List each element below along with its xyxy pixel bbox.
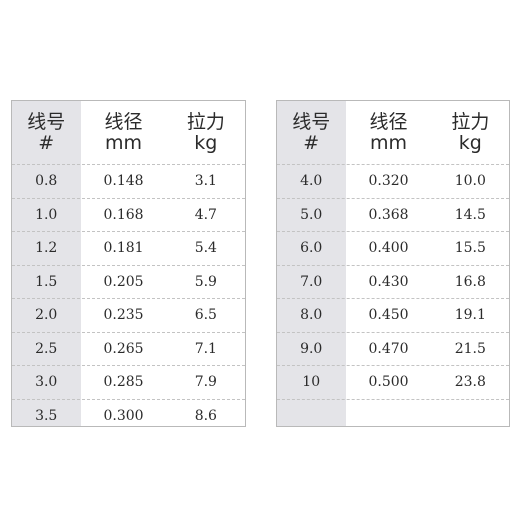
tension-cell: 15.5 <box>454 240 486 257</box>
tension-cell: 5.4 <box>194 240 217 257</box>
line-number-cell: 0.8 <box>35 173 58 190</box>
diameter-cell: 0.368 <box>368 206 409 223</box>
tension-cell: 23.8 <box>454 374 486 391</box>
tension-cell: 6.5 <box>194 307 217 324</box>
diameter-cell: 0.181 <box>103 240 144 257</box>
table-row: 3.5 0.300 8.6 <box>12 400 245 434</box>
table-row: 5.0 0.368 14.5 <box>277 199 509 232</box>
header-diameter: 线径 mm <box>80 110 166 154</box>
line-number-cell: 7.0 <box>300 273 323 290</box>
table-row: 8.0 0.450 19.1 <box>277 299 509 333</box>
header-tension-label: 拉力 <box>186 110 225 133</box>
tension-cell: 7.9 <box>194 374 217 391</box>
diameter-cell: 0.285 <box>103 374 144 391</box>
header-tension-label: 拉力 <box>451 110 490 133</box>
header-diameter-label: 线径 <box>104 110 143 133</box>
table-row: 7.0 0.430 16.8 <box>277 266 509 299</box>
table-row <box>277 400 509 434</box>
tension-cell: 4.7 <box>194 206 217 223</box>
diameter-cell: 0.300 <box>103 408 144 425</box>
line-number-cell: 2.5 <box>35 340 58 357</box>
diameter-cell: 0.265 <box>103 340 144 357</box>
diameter-cell: 0.168 <box>103 206 144 223</box>
table-row: 1.0 0.168 4.7 <box>12 199 245 232</box>
diameter-cell: 0.500 <box>368 374 409 391</box>
line-number-cell: 2.0 <box>35 307 58 324</box>
table-row: 9.0 0.470 21.5 <box>277 333 509 366</box>
table-row: 6.0 0.400 15.5 <box>277 232 509 266</box>
header-line-number-label: 线号 <box>27 110 66 133</box>
diameter-cell: 0.148 <box>103 173 144 190</box>
tension-cell: 21.5 <box>454 340 486 357</box>
line-number-cell: 8.0 <box>300 307 323 324</box>
header-tension-unit: kg <box>194 131 218 154</box>
header-line-number: 线号 # <box>12 110 80 154</box>
table-row: 10 0.500 23.8 <box>277 366 509 400</box>
line-number-cell: 9.0 <box>300 340 323 357</box>
header-diameter-label: 线径 <box>369 110 408 133</box>
diameter-cell: 0.470 <box>368 340 409 357</box>
line-number-cell: 10 <box>302 374 321 391</box>
diameter-cell: 0.430 <box>368 273 409 290</box>
table-row: 4.0 0.320 10.0 <box>277 165 509 199</box>
header-tension: 拉力 kg <box>167 110 245 154</box>
tension-cell: 10.0 <box>454 173 486 190</box>
line-number-cell: 5.0 <box>300 206 323 223</box>
spec-table-right: 线号 # 线径 mm 拉力 kg 4.0 0.320 10.0 5.0 0.368 14.… <box>276 100 510 427</box>
line-number-cell: 1.0 <box>35 206 58 223</box>
tension-cell: 16.8 <box>454 273 486 290</box>
diameter-cell: 0.205 <box>103 273 144 290</box>
diameter-cell: 0.235 <box>103 307 144 324</box>
tension-cell: 14.5 <box>454 206 486 223</box>
tension-cell: 3.1 <box>194 173 217 190</box>
table-row: 0.8 0.148 3.1 <box>12 165 245 199</box>
table-row: 1.5 0.205 5.9 <box>12 266 245 299</box>
tension-cell: 8.6 <box>194 408 217 425</box>
header-line-number-label: 线号 <box>292 110 331 133</box>
diameter-cell: 0.400 <box>368 240 409 257</box>
line-number-cell: 6.0 <box>300 240 323 257</box>
header-diameter-unit: mm <box>105 131 143 154</box>
table-header-row: 线号 # 线径 mm 拉力 kg <box>277 101 509 165</box>
header-tension: 拉力 kg <box>432 110 509 154</box>
table-row: 1.2 0.181 5.4 <box>12 232 245 266</box>
spec-table-left: 线号 # 线径 mm 拉力 kg 0.8 0.148 3.1 1.0 0.168 4.7 1… <box>11 100 246 427</box>
header-diameter-unit: mm <box>370 131 408 154</box>
tension-cell: 5.9 <box>194 273 217 290</box>
line-number-column-background <box>277 101 346 426</box>
header-diameter: 线径 mm <box>345 110 431 154</box>
table-row: 3.0 0.285 7.9 <box>12 366 245 400</box>
table-row: 2.5 0.265 7.1 <box>12 333 245 366</box>
tension-cell: 19.1 <box>454 307 486 324</box>
table-row: 2.0 0.235 6.5 <box>12 299 245 333</box>
line-number-cell: 4.0 <box>300 173 323 190</box>
diameter-cell: 0.450 <box>368 307 409 324</box>
line-number-cell: 1.2 <box>35 240 58 257</box>
header-line-number-unit: # <box>303 131 320 154</box>
line-number-cell: 1.5 <box>35 273 58 290</box>
table-header-row: 线号 # 线径 mm 拉力 kg <box>12 101 245 165</box>
tension-cell: 7.1 <box>194 340 217 357</box>
line-number-cell: 3.0 <box>35 374 58 391</box>
header-line-number-unit: # <box>38 131 55 154</box>
header-line-number: 线号 # <box>277 110 345 154</box>
line-number-column-background <box>12 101 81 426</box>
diameter-cell: 0.320 <box>368 173 409 190</box>
line-number-cell: 3.5 <box>35 408 58 425</box>
header-tension-unit: kg <box>458 131 482 154</box>
